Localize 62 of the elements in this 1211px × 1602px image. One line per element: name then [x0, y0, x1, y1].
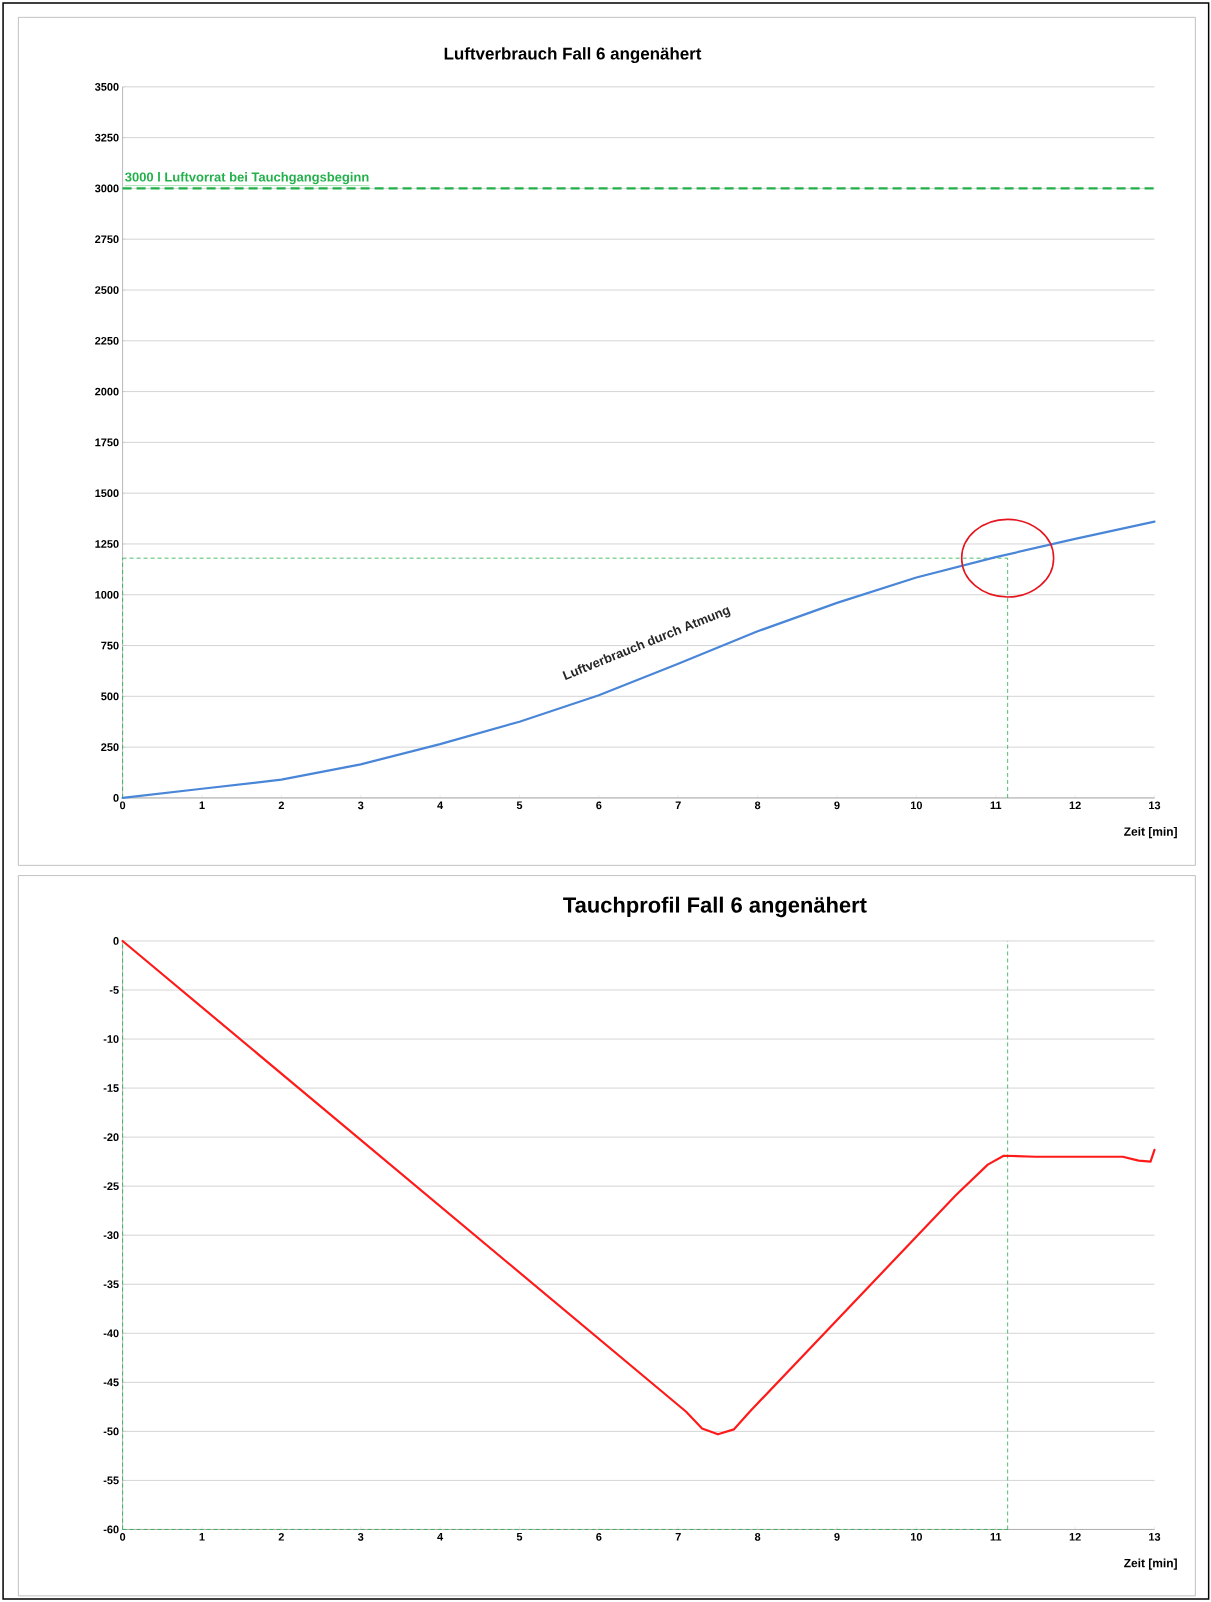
y-tick-label: 500 [101, 692, 119, 701]
y-tick-label: -5 [109, 986, 119, 994]
y-tick-label: 3250 [95, 133, 119, 142]
x-tick-label: 13 [1149, 1532, 1161, 1541]
y-tick-label: -35 [103, 1280, 119, 1289]
x-tick-label: 5 [516, 801, 523, 810]
x-tick-label: 8 [755, 801, 761, 810]
y-tick-label: 3500 [95, 82, 119, 91]
y-tick-label: 250 [101, 743, 119, 752]
x-tick-label: 2 [278, 1532, 285, 1541]
y-tick-label: 1250 [95, 540, 119, 548]
x-axis-title: Zeit [min] [1124, 826, 1178, 839]
y-tick-label: 750 [101, 641, 119, 650]
y-tick-label: 0 [113, 794, 119, 802]
x-axis-title: Zeit [min] [1124, 1558, 1178, 1570]
y-tick-label: 2250 [95, 336, 119, 345]
y-tick-label: -45 [103, 1378, 119, 1387]
x-tick-label: 3 [358, 1532, 364, 1541]
chart-title: Tauchprofil Fall 6 angenähert [563, 896, 867, 918]
x-tick-label: 12 [1069, 801, 1081, 810]
y-tick-label: -55 [103, 1476, 119, 1485]
y-tick-label: -30 [103, 1231, 119, 1240]
y-tick-label: -40 [103, 1329, 119, 1338]
x-tick-label: 0 [120, 801, 126, 810]
y-tick-label: -10 [103, 1035, 119, 1043]
y-tick-label: 2000 [95, 387, 119, 396]
x-tick-label: 4 [437, 1532, 444, 1541]
x-tick-label: 10 [911, 801, 923, 810]
x-tick-label: 8 [755, 1532, 761, 1541]
y-tick-label: 2500 [95, 286, 119, 294]
y-tick-label: -20 [103, 1133, 119, 1142]
x-tick-label: 1 [199, 1532, 205, 1541]
x-tick-label: 11 [990, 801, 1002, 809]
y-tick-label: 3000 [95, 184, 119, 193]
line-series [121, 939, 1156, 1436]
x-tick-label: 11 [990, 1532, 1002, 1541]
ref-line-label: 3000 l Luftvorrat bei Tauchgangsbeginn [125, 172, 369, 185]
x-tick-label: 5 [516, 1532, 523, 1541]
y-tick-label: -25 [103, 1182, 119, 1191]
y-tick-label: 1500 [95, 489, 119, 498]
x-tick-label: 13 [1149, 801, 1161, 810]
x-tick-label: 1 [199, 801, 205, 809]
x-tick-label: 7 [675, 1532, 681, 1541]
y-tick-label: 1750 [95, 438, 119, 447]
y-tick-label: 1000 [95, 590, 119, 599]
x-tick-label: 2 [278, 801, 285, 810]
x-tick-label: 12 [1069, 1532, 1081, 1541]
x-tick-label: 10 [911, 1532, 923, 1541]
y-tick-label: -50 [103, 1427, 119, 1436]
chart-title: Luftverbrauch Fall 6 angenähert [444, 47, 702, 64]
y-tick-label: -60 [103, 1525, 119, 1534]
x-tick-label: 4 [437, 801, 444, 809]
x-tick-label: 3 [358, 801, 364, 810]
x-tick-label: 9 [834, 801, 840, 810]
x-tick-label: 7 [675, 801, 681, 809]
y-tick-label: 0 [113, 937, 119, 945]
x-tick-label: 6 [596, 801, 602, 810]
y-tick-label: 2750 [95, 235, 119, 244]
y-tick-label: -15 [103, 1084, 119, 1092]
x-tick-label: 0 [120, 1532, 126, 1541]
x-tick-label: 6 [596, 1532, 602, 1541]
x-tick-label: 9 [834, 1532, 840, 1541]
